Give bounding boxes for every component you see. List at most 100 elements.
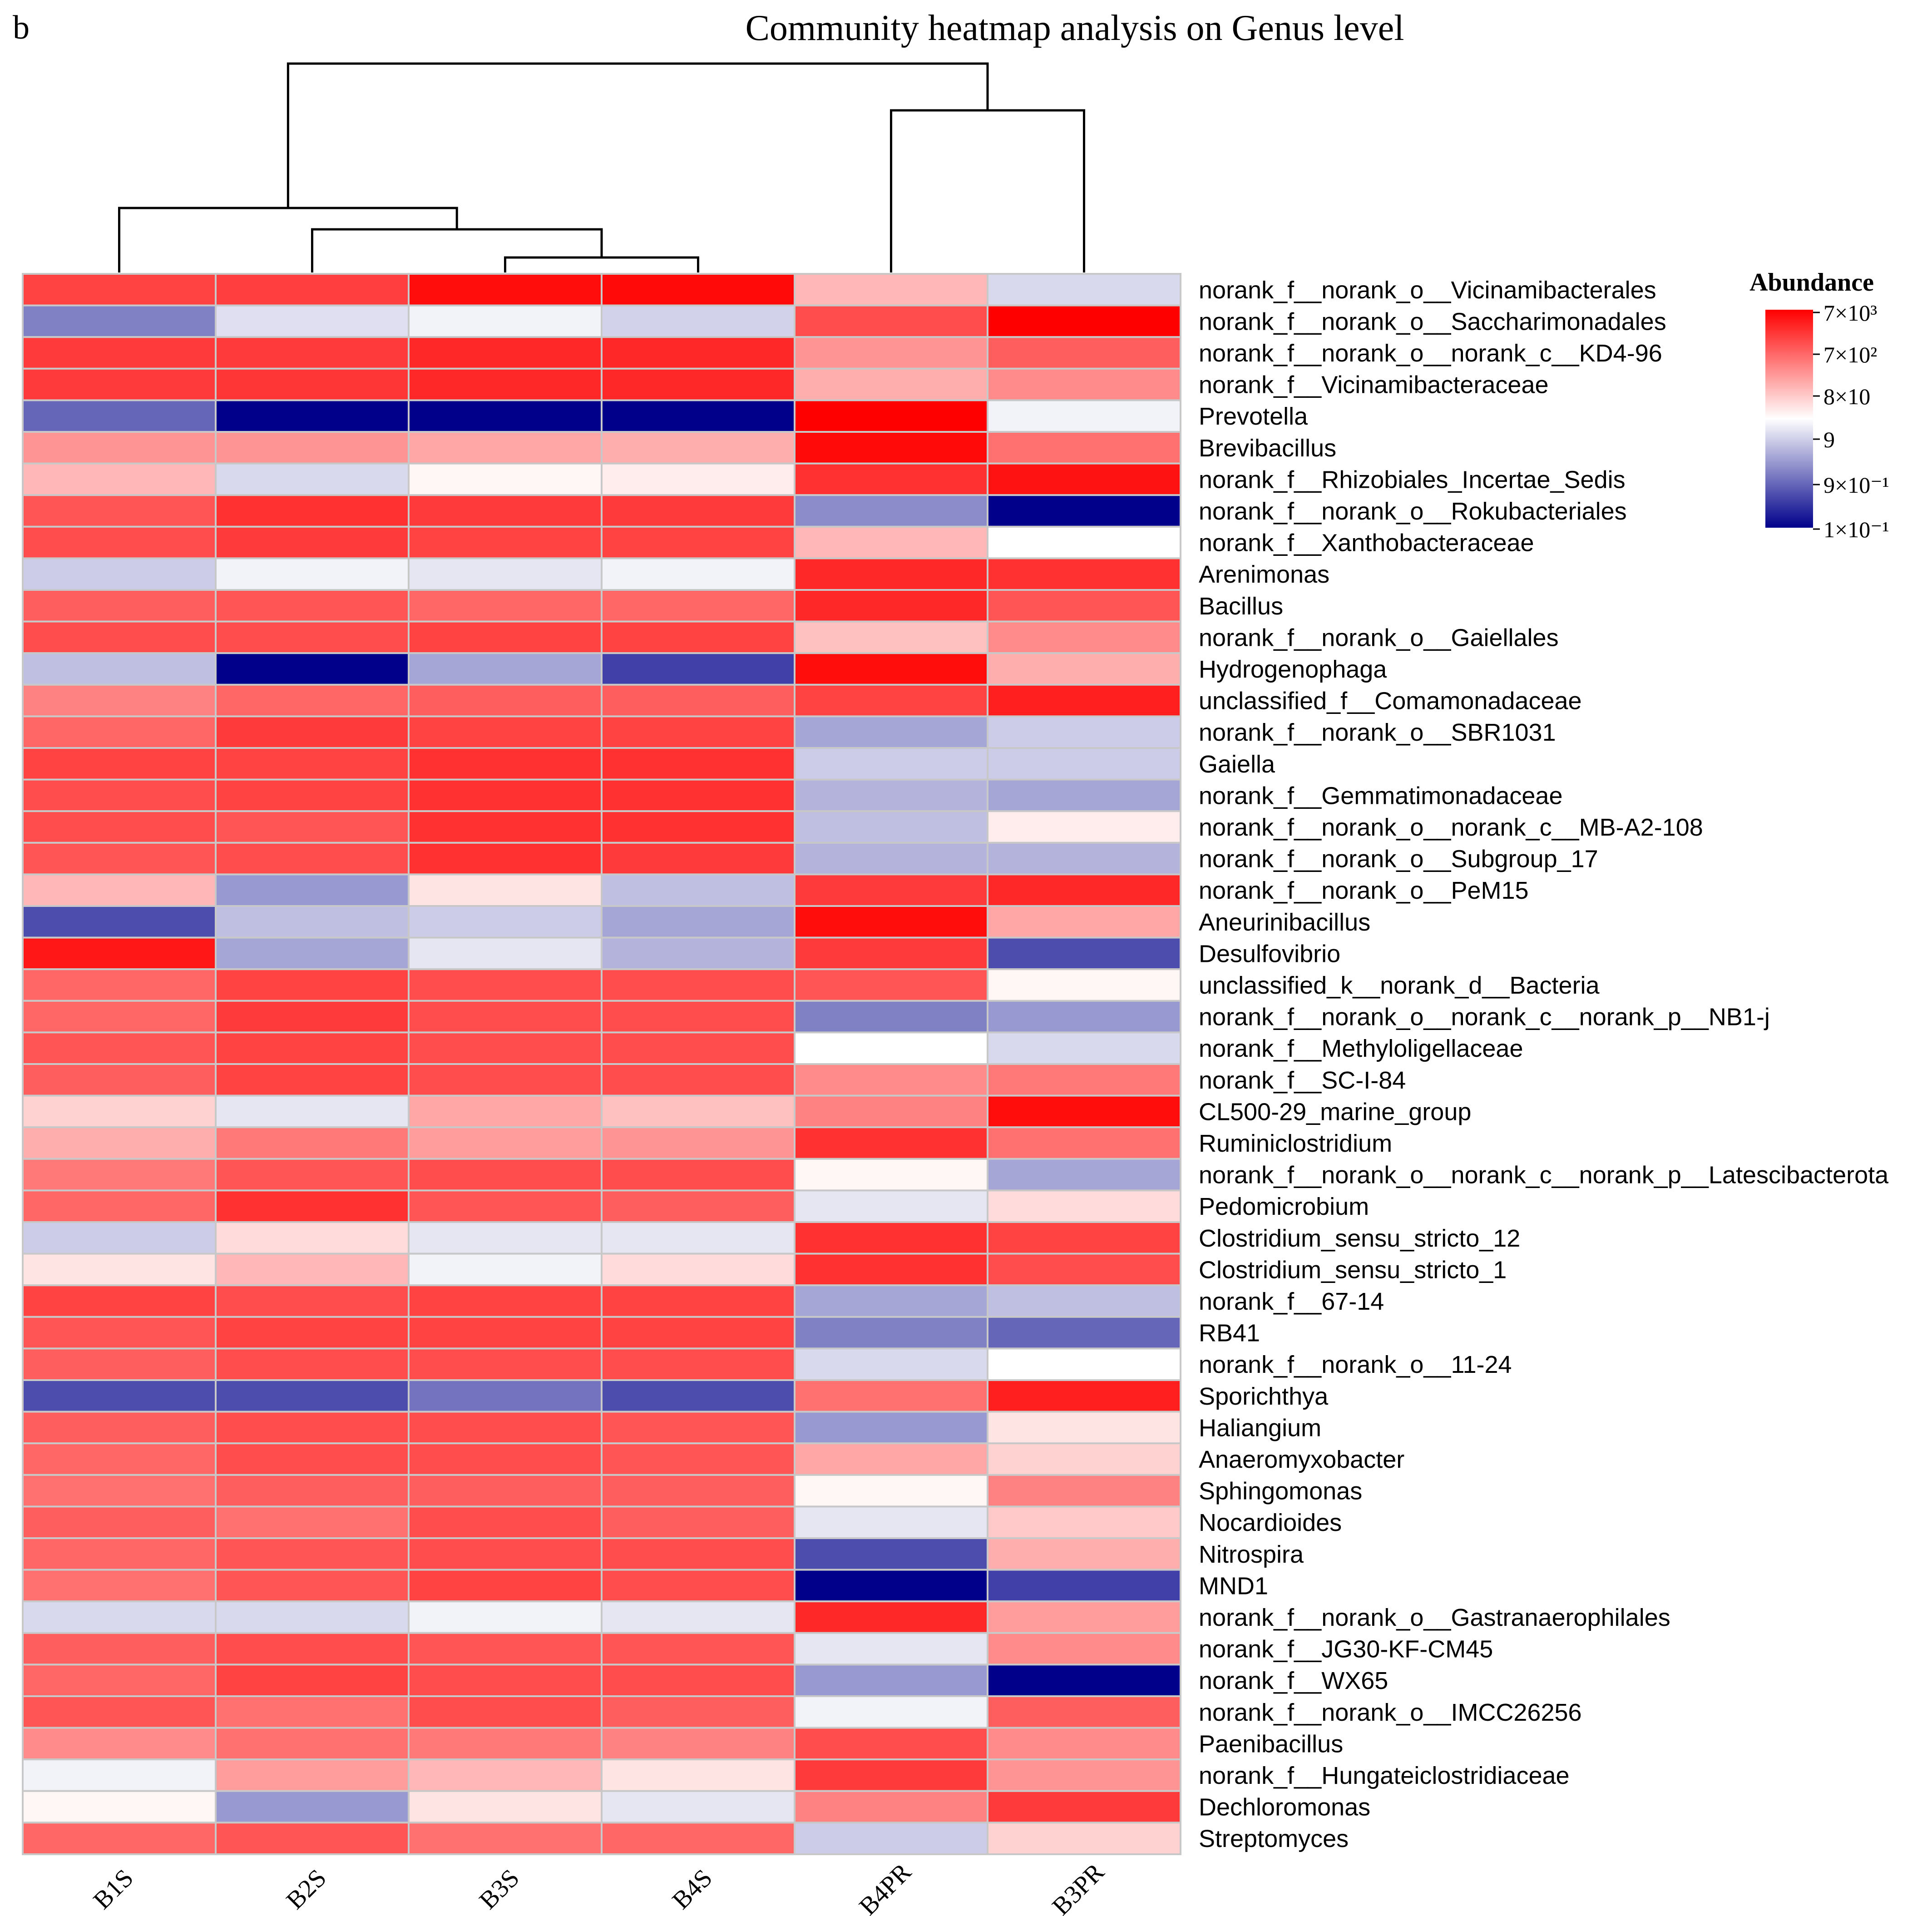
heatmap-grid (22, 273, 1181, 1855)
heatmap-cell (601, 1316, 796, 1350)
heatmap-cell (408, 589, 603, 623)
row-label: norank_f__norank_o__Vicinamibacterales (1199, 277, 1656, 304)
heatmap-cell (215, 652, 410, 686)
row-label: norank_f__norank_o__Gastranaerophilales (1199, 1604, 1670, 1631)
heatmap-cell (601, 810, 796, 844)
legend-tick-label: 7×10² (1823, 342, 1877, 367)
row-label: norank_f__JG30-KF-CM45 (1199, 1636, 1493, 1663)
heatmap-cell (987, 1537, 1181, 1571)
heatmap-cell (794, 1790, 988, 1824)
row-label: Ruminiclostridium (1199, 1130, 1392, 1157)
heatmap-cell (794, 1600, 988, 1634)
heatmap-cell (22, 1031, 217, 1065)
heatmap-cell (215, 336, 410, 370)
heatmap-cell (215, 1189, 410, 1223)
heatmap-cell (215, 1727, 410, 1761)
heatmap-cell (794, 1189, 988, 1223)
heatmap-cell (601, 1284, 796, 1318)
heatmap-cell (215, 1221, 410, 1255)
row-label: Aneurinibacillus (1199, 909, 1370, 936)
heatmap-cell (987, 1379, 1181, 1413)
heatmap-cell (22, 1063, 217, 1097)
heatmap-cell (601, 494, 796, 528)
column-label: B2S (281, 1864, 332, 1915)
heatmap-cell (215, 936, 410, 970)
heatmap-cell (408, 810, 603, 844)
heatmap-cell (408, 842, 603, 876)
heatmap-cell (987, 1505, 1181, 1539)
heatmap-cell (408, 1505, 603, 1539)
heatmap-cell (215, 1284, 410, 1318)
heatmap-cell (794, 1822, 988, 1855)
legend-tick-label: 8×10 (1823, 384, 1870, 409)
row-label: unclassified_k__norank_d__Bacteria (1199, 972, 1600, 999)
heatmap-cell (794, 1727, 988, 1761)
heatmap-cell (215, 873, 410, 907)
heatmap-cell (601, 1379, 796, 1413)
heatmap-cell (794, 1758, 988, 1792)
heatmap-cell (215, 1094, 410, 1129)
heatmap-cell (215, 1126, 410, 1160)
heatmap-cell (601, 1158, 796, 1192)
heatmap-cell (22, 1347, 217, 1381)
dendrogram-branch (311, 228, 603, 272)
heatmap-cell (987, 747, 1181, 781)
heatmap-cell (408, 1126, 603, 1160)
heatmap-cell (794, 1094, 988, 1129)
heatmap-cell (22, 1569, 217, 1603)
heatmap-cell (987, 1632, 1181, 1666)
heatmap-cell (987, 652, 1181, 686)
heatmap-cell (794, 1284, 988, 1318)
heatmap-cell (215, 1031, 410, 1065)
heatmap-cell (408, 1094, 603, 1129)
heatmap-cell (215, 1411, 410, 1445)
heatmap-cell (408, 367, 603, 401)
heatmap-cell (601, 1031, 796, 1065)
heatmap-cell (22, 1600, 217, 1634)
heatmap-cell (408, 747, 603, 781)
heatmap-cell (987, 431, 1181, 465)
heatmap-cell (987, 715, 1181, 749)
heatmap-cell (22, 273, 217, 307)
row-label: Pedomicrobium (1199, 1193, 1369, 1220)
column-labels: B1S B2S B3S B4S B4PR B3PR (88, 1858, 1110, 1916)
heatmap-cell (215, 1600, 410, 1634)
heatmap-cell (215, 1537, 410, 1571)
heatmap-cell (794, 652, 988, 686)
heatmap-cell (987, 494, 1181, 528)
heatmap-cell (601, 842, 796, 876)
heatmap-cell (987, 273, 1181, 307)
row-label: Nocardioides (1199, 1509, 1342, 1536)
heatmap-cell (22, 1189, 217, 1223)
heatmap-cell (987, 1727, 1181, 1761)
heatmap-cell (794, 1695, 988, 1729)
heatmap-cell (601, 1126, 796, 1160)
heatmap-cell (601, 1094, 796, 1129)
heatmap-cell (794, 1442, 988, 1476)
heatmap-cell (794, 1316, 988, 1350)
dendrogram-branch (287, 62, 989, 208)
heatmap-cell (987, 1347, 1181, 1381)
heatmap-cell (601, 1253, 796, 1287)
legend-title: Abundance (1749, 268, 1874, 297)
heatmap-cell (215, 1379, 410, 1413)
heatmap-cell (22, 1000, 217, 1034)
heatmap-cell (794, 1347, 988, 1381)
heatmap-cell (794, 273, 988, 307)
heatmap-cell (22, 905, 217, 939)
heatmap-cell (408, 1063, 603, 1097)
heatmap-cell (22, 1632, 217, 1666)
heatmap-cell (601, 715, 796, 749)
heatmap-cell (408, 1632, 603, 1666)
heatmap-cell (22, 1221, 217, 1255)
heatmap-cell (601, 431, 796, 465)
heatmap-cell (601, 1537, 796, 1571)
row-label: Prevotella (1199, 403, 1308, 430)
row-label: norank_f__Gemmatimonadaceae (1199, 782, 1562, 809)
heatmap-cell (215, 810, 410, 844)
heatmap-cell (22, 968, 217, 1002)
heatmap-cell (408, 1189, 603, 1223)
row-label: Paenibacillus (1199, 1730, 1343, 1758)
heatmap-cell (408, 1284, 603, 1318)
row-label: norank_f__norank_o__norank_c__norank_p__… (1199, 1004, 1770, 1031)
